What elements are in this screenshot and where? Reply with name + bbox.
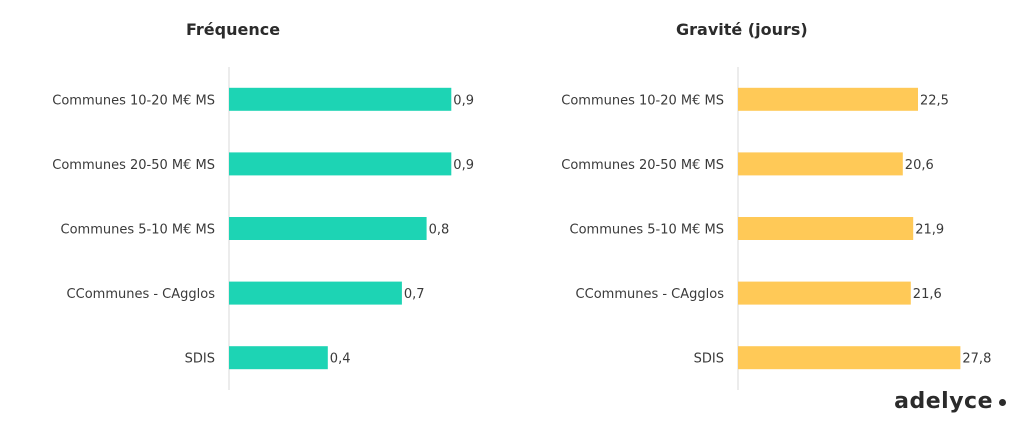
frequence-category-label: Communes 10-20 M€ MS bbox=[52, 93, 215, 108]
gravite-category-label: SDIS bbox=[694, 352, 724, 367]
logo-dot-icon bbox=[999, 398, 1006, 406]
gravite-category-label: Communes 20-50 M€ MS bbox=[561, 158, 724, 173]
frequence-bar bbox=[229, 346, 328, 370]
gravite-bar bbox=[738, 346, 961, 370]
frequence-value-label: 0,8 bbox=[429, 223, 450, 238]
gravite-value-label: 22,5 bbox=[920, 93, 949, 108]
frequence-bar bbox=[229, 281, 402, 305]
gravite-value-label: 20,6 bbox=[905, 158, 934, 173]
frequence-value-label: 0,9 bbox=[453, 158, 474, 173]
frequence-bar-chart: Communes 10-20 M€ MS 0,9 Communes 20-50 M€… bbox=[52, 67, 474, 390]
frequence-bar bbox=[229, 217, 427, 240]
gravite-category-label: Communes 10-20 M€ MS bbox=[561, 93, 724, 108]
frequence-value-label: 0,4 bbox=[330, 352, 351, 367]
frequence-bar bbox=[229, 87, 452, 111]
gravite-value-label: 21,9 bbox=[915, 223, 944, 238]
chart-title-frequence: Fréquence bbox=[186, 20, 281, 39]
gravite-value-label: 27,8 bbox=[962, 352, 991, 367]
gravite-category-label: Communes 5-10 M€ MS bbox=[570, 223, 724, 238]
frequence-category-label: Communes 20-50 M€ MS bbox=[52, 158, 215, 173]
gravite-category-label: CCommunes - CAgglos bbox=[576, 287, 725, 302]
gravite-bar bbox=[738, 281, 911, 305]
gravite-bar bbox=[738, 152, 903, 176]
adelyce-logo: adelyce bbox=[894, 389, 1006, 414]
gravite-bar bbox=[738, 217, 914, 240]
frequence-bar bbox=[229, 152, 452, 176]
frequence-value-label: 0,7 bbox=[404, 287, 425, 302]
frequence-category-label: CCommunes - CAgglos bbox=[67, 287, 216, 302]
frequence-category-label: SDIS bbox=[185, 352, 215, 367]
gravite-bar bbox=[738, 87, 918, 111]
gravite-value-label: 21,6 bbox=[913, 287, 942, 302]
logo-text: adelyce bbox=[894, 389, 993, 414]
frequence-category-label: Communes 5-10 M€ MS bbox=[61, 223, 215, 238]
frequence-value-label: 0,9 bbox=[453, 93, 474, 108]
chart-title-gravite: Gravité (jours) bbox=[676, 20, 808, 39]
